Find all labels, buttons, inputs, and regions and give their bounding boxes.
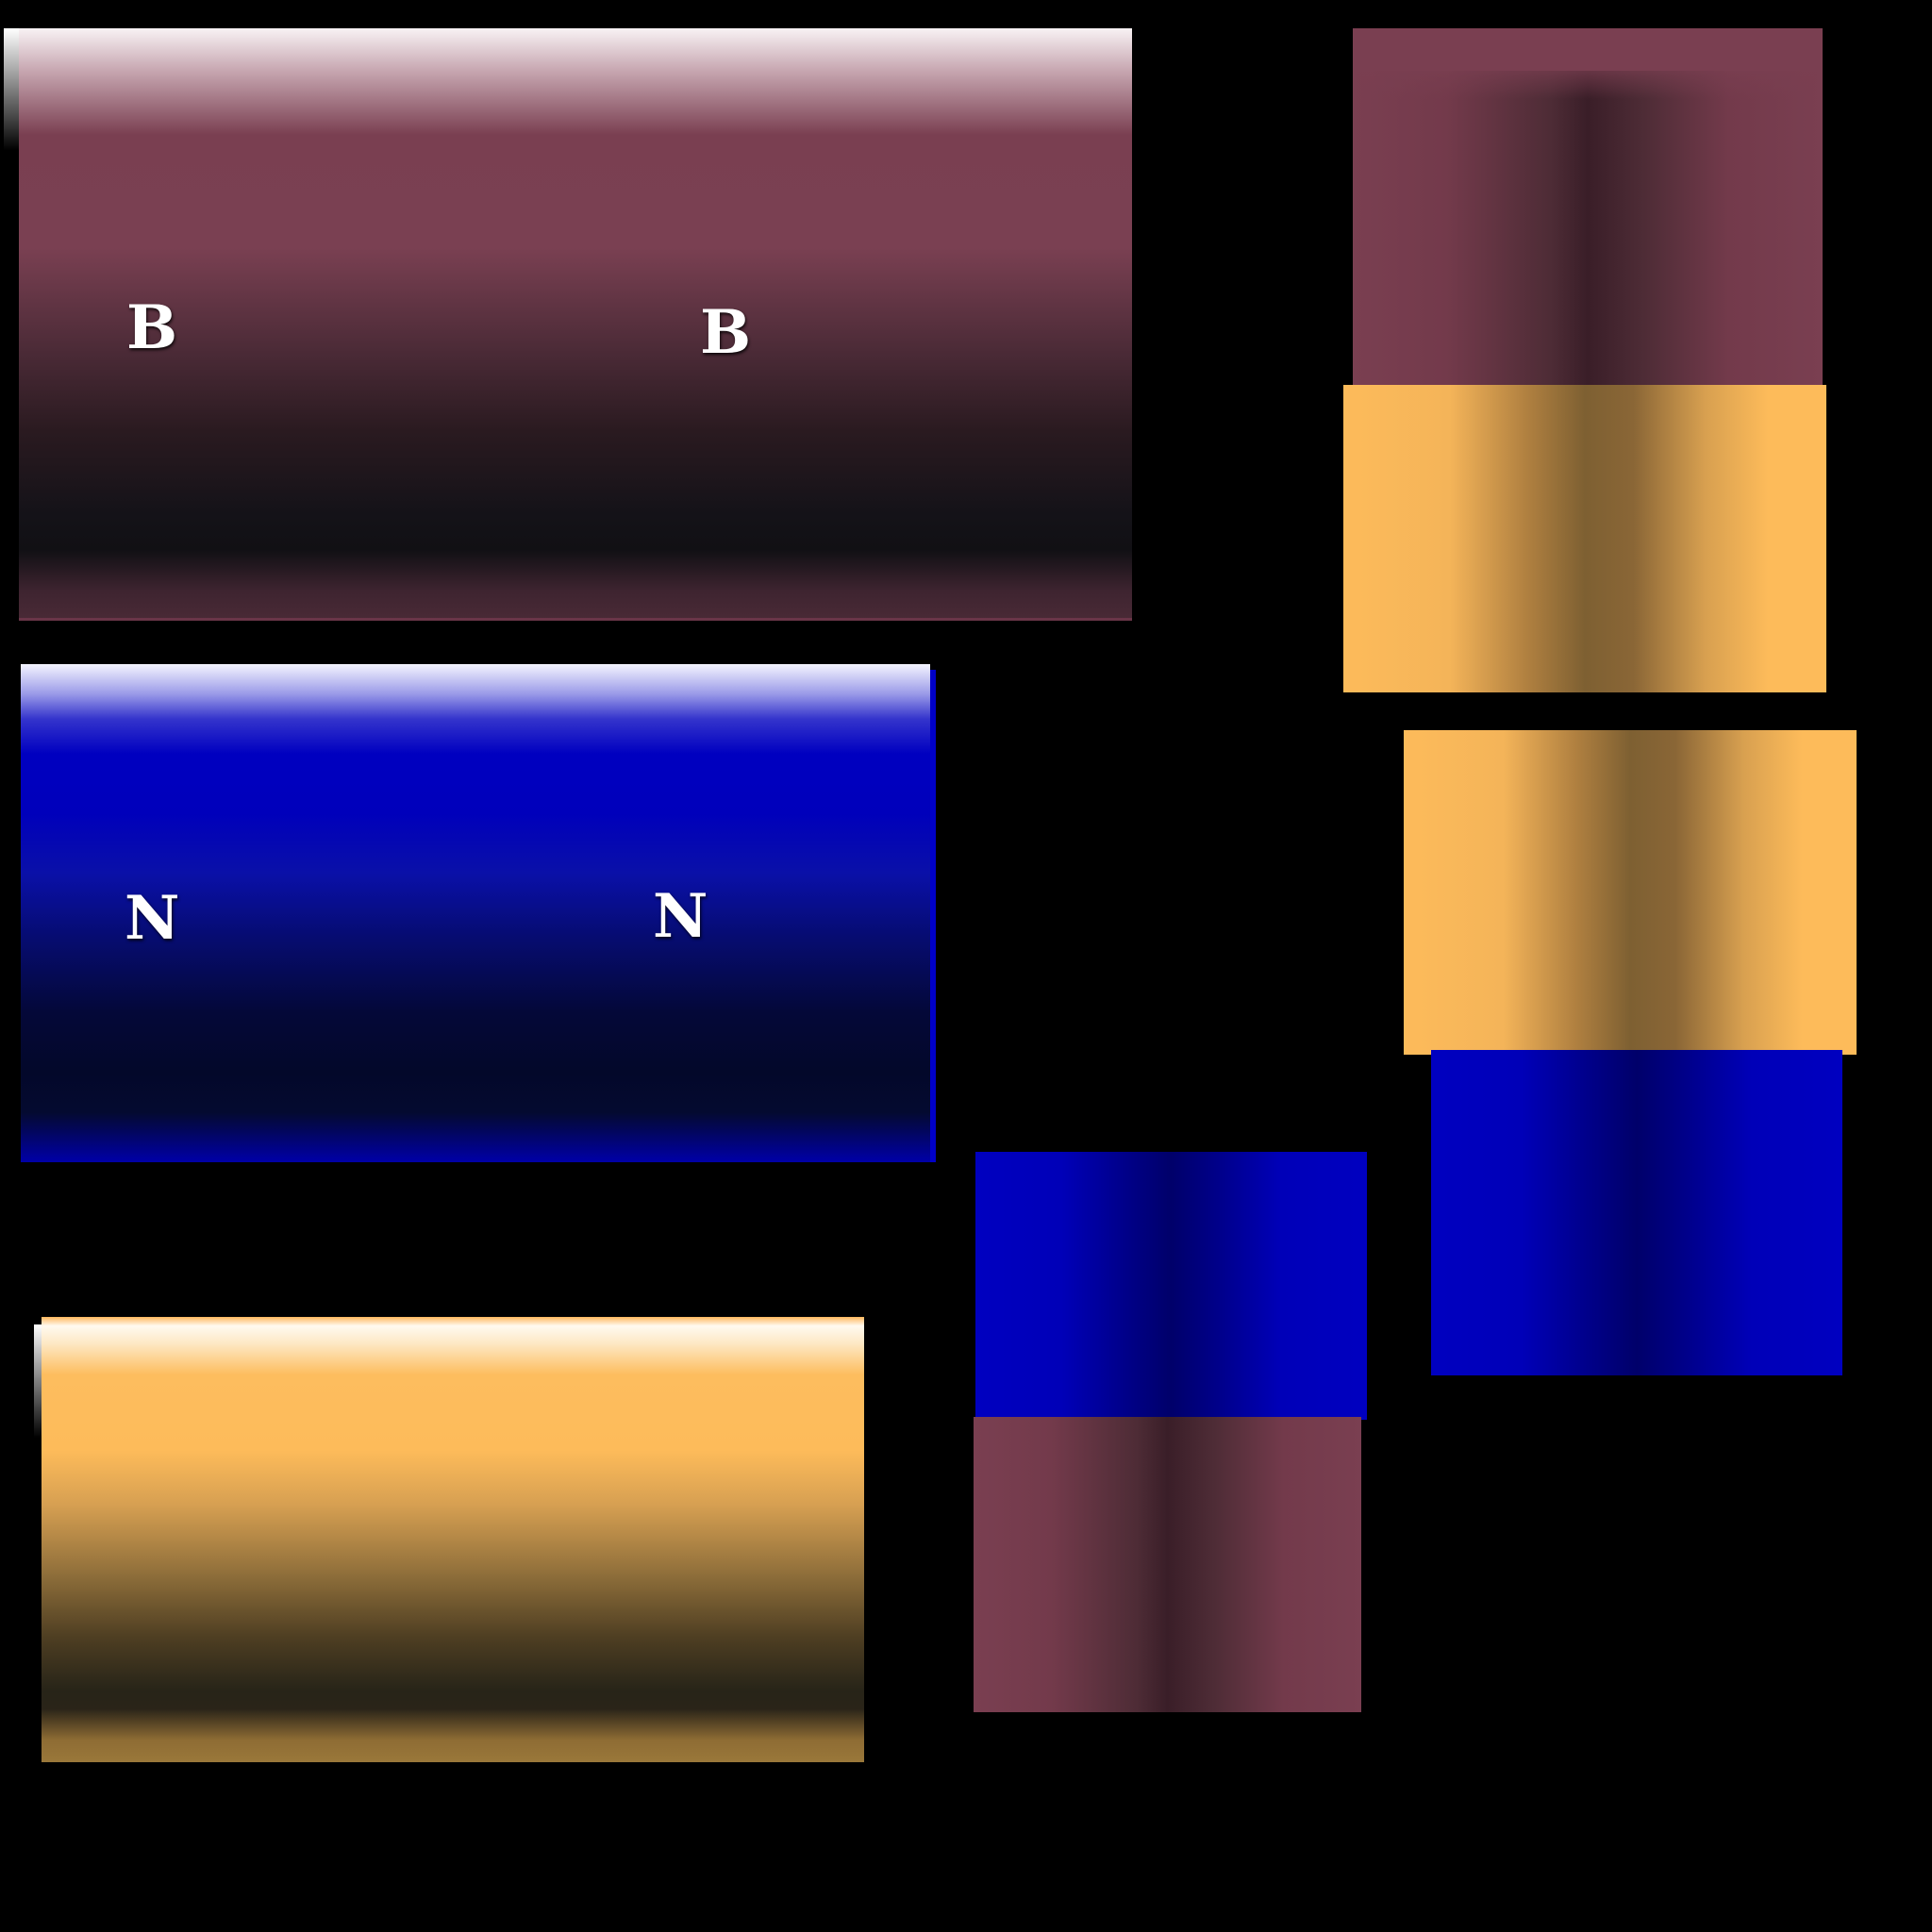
maroon-gradient-panel: B B: [4, 28, 1132, 621]
gold-swatch-lower: [1404, 730, 1857, 1055]
maroon-swatch-top: [1353, 28, 1823, 391]
blue-swatch-right: [1431, 1050, 1842, 1375]
letter-b-left: B: [126, 292, 178, 363]
letter-n-left: N: [125, 883, 180, 954]
gold-gradient-panel: [34, 1317, 864, 1762]
blue-swatch-middle: [975, 1152, 1367, 1420]
maroon-swatch-bottom: [974, 1417, 1361, 1712]
letter-b-right: B: [700, 297, 752, 368]
letter-n-right: N: [653, 881, 708, 952]
blue-gradient-panel: N N: [21, 664, 936, 1162]
gold-swatch-upper: [1343, 385, 1826, 692]
